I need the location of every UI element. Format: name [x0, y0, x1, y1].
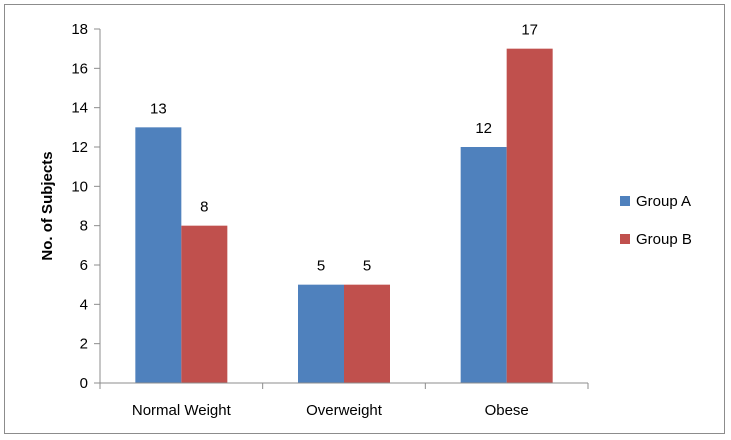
data-label: 5 — [363, 258, 371, 275]
y-tick-label: 12 — [71, 139, 88, 156]
data-label: 5 — [317, 258, 325, 275]
x-category-label: Obese — [485, 402, 529, 419]
y-tick-label: 2 — [80, 336, 88, 353]
y-tick-label: 18 — [71, 21, 88, 38]
legend-label: Group B — [636, 231, 692, 248]
bar — [135, 127, 182, 383]
bar — [460, 147, 507, 383]
data-label: 12 — [475, 120, 492, 137]
x-category-label: Normal Weight — [132, 402, 232, 419]
x-axis — [99, 382, 589, 389]
legend: Group A Group B — [620, 193, 692, 248]
legend-swatch — [620, 196, 630, 206]
data-label: 17 — [521, 22, 538, 39]
data-label: 8 — [200, 199, 208, 216]
y-axis-title: No. of Subjects — [39, 151, 56, 260]
legend-swatch — [620, 234, 630, 244]
y-tick-label: 0 — [80, 375, 88, 392]
x-category-label: Overweight — [306, 402, 383, 419]
bar — [506, 48, 553, 384]
bar — [298, 284, 344, 383]
bar — [181, 225, 228, 383]
legend-label: Group A — [636, 193, 691, 210]
data-label: 13 — [150, 100, 167, 117]
bars — [135, 48, 553, 384]
y-tick-label: 8 — [80, 218, 88, 235]
y-tick-label: 10 — [71, 178, 88, 195]
y-tick-label: 14 — [71, 100, 88, 117]
bar — [344, 284, 390, 383]
data-labels: 13 8 5 5 12 17 — [150, 22, 538, 275]
y-axis-ticks: 0 2 4 6 8 10 12 14 16 18 — [71, 21, 100, 392]
y-tick-label: 4 — [80, 296, 88, 313]
y-tick-label: 16 — [71, 60, 88, 77]
y-tick-label: 6 — [80, 257, 88, 274]
category-labels: Normal Weight Overweight Obese — [132, 402, 529, 419]
